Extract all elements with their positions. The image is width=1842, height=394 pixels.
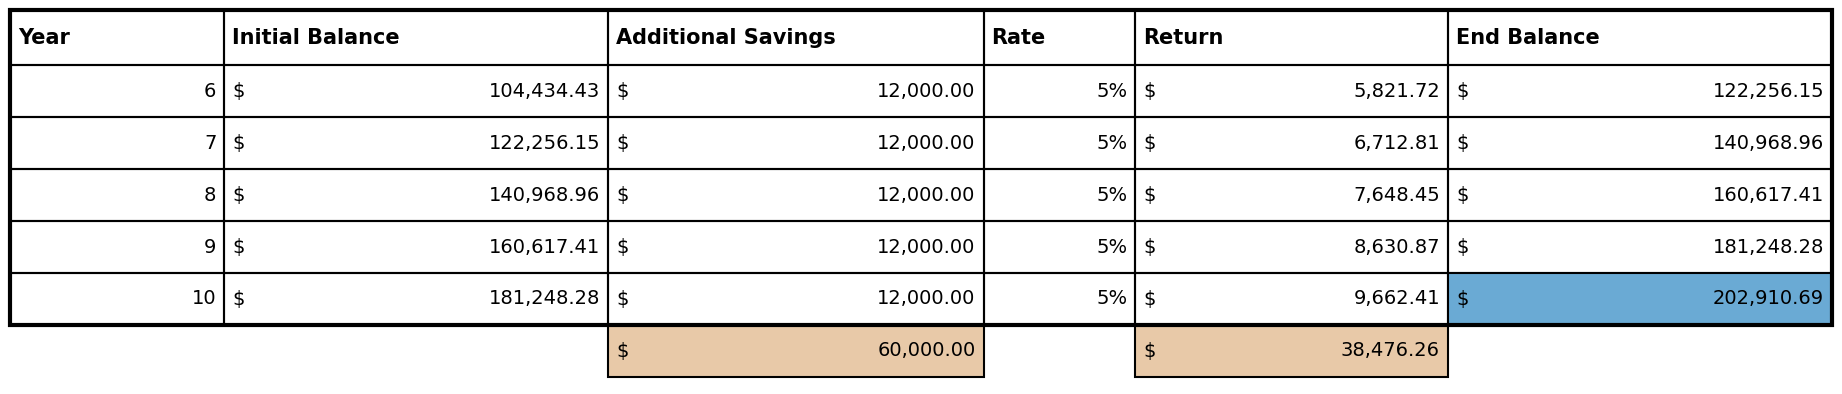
Bar — [1135, 65, 1448, 117]
Text: $: $ — [1144, 134, 1155, 152]
Text: 5%: 5% — [1096, 82, 1127, 100]
Bar — [225, 10, 608, 65]
Text: Initial Balance: Initial Balance — [232, 28, 400, 48]
Bar — [9, 10, 225, 65]
Text: $: $ — [617, 82, 628, 100]
Bar — [1448, 65, 1833, 117]
Bar — [1448, 273, 1833, 325]
Bar — [1135, 10, 1448, 65]
Text: 9,662.41: 9,662.41 — [1354, 290, 1440, 309]
Text: 140,968.96: 140,968.96 — [490, 186, 600, 204]
Text: 5,821.72: 5,821.72 — [1354, 82, 1440, 100]
Text: $: $ — [1144, 238, 1155, 256]
Text: 12,000.00: 12,000.00 — [877, 238, 976, 256]
Text: 7,648.45: 7,648.45 — [1354, 186, 1440, 204]
Bar — [1135, 325, 1448, 377]
Text: 12,000.00: 12,000.00 — [877, 134, 976, 152]
Text: $: $ — [1455, 134, 1468, 152]
Text: 104,434.43: 104,434.43 — [490, 82, 600, 100]
Text: $: $ — [232, 82, 245, 100]
Text: 7: 7 — [204, 134, 216, 152]
Text: 5%: 5% — [1096, 238, 1127, 256]
Bar — [608, 325, 984, 377]
Text: $: $ — [1144, 82, 1155, 100]
Bar — [225, 221, 608, 273]
Text: 122,256.15: 122,256.15 — [1713, 82, 1824, 100]
Text: 140,968.96: 140,968.96 — [1713, 134, 1824, 152]
Bar — [984, 117, 1135, 169]
Bar — [1135, 273, 1448, 325]
Text: 10: 10 — [192, 290, 216, 309]
Text: 12,000.00: 12,000.00 — [877, 290, 976, 309]
Bar — [984, 10, 1135, 65]
Text: 12,000.00: 12,000.00 — [877, 186, 976, 204]
Text: $: $ — [1144, 290, 1155, 309]
Text: 160,617.41: 160,617.41 — [490, 238, 600, 256]
Bar — [984, 169, 1135, 221]
Text: 122,256.15: 122,256.15 — [488, 134, 600, 152]
Bar — [225, 65, 608, 117]
Bar — [984, 65, 1135, 117]
Text: 12,000.00: 12,000.00 — [877, 82, 976, 100]
Bar — [608, 10, 984, 65]
Bar — [1448, 10, 1833, 65]
Text: 6,712.81: 6,712.81 — [1354, 134, 1440, 152]
Text: 181,248.28: 181,248.28 — [1713, 238, 1824, 256]
Bar — [9, 10, 1833, 325]
Text: Year: Year — [18, 28, 70, 48]
Bar — [9, 273, 225, 325]
Text: 160,617.41: 160,617.41 — [1713, 186, 1824, 204]
Text: $: $ — [617, 186, 628, 204]
Bar — [608, 221, 984, 273]
Bar — [608, 117, 984, 169]
Bar — [9, 117, 225, 169]
Bar — [1448, 169, 1833, 221]
Text: 5%: 5% — [1096, 134, 1127, 152]
Text: $: $ — [617, 342, 628, 361]
Text: End Balance: End Balance — [1455, 28, 1599, 48]
Bar — [225, 169, 608, 221]
Bar — [984, 221, 1135, 273]
Bar — [1135, 221, 1448, 273]
Text: $: $ — [232, 238, 245, 256]
Text: $: $ — [1455, 238, 1468, 256]
Bar — [9, 65, 225, 117]
Text: $: $ — [1144, 186, 1155, 204]
Text: $: $ — [617, 238, 628, 256]
Bar — [225, 117, 608, 169]
Text: $: $ — [1144, 342, 1155, 361]
Text: $: $ — [232, 290, 245, 309]
Bar — [1135, 117, 1448, 169]
Bar — [984, 273, 1135, 325]
Bar — [1448, 117, 1833, 169]
Bar — [9, 221, 225, 273]
Text: $: $ — [232, 134, 245, 152]
Text: 5%: 5% — [1096, 186, 1127, 204]
Text: 8: 8 — [204, 186, 216, 204]
Text: 202,910.69: 202,910.69 — [1713, 290, 1824, 309]
Text: 181,248.28: 181,248.28 — [488, 290, 600, 309]
Text: $: $ — [617, 134, 628, 152]
Bar — [1135, 169, 1448, 221]
Text: $: $ — [232, 186, 245, 204]
Text: $: $ — [1455, 82, 1468, 100]
Text: 60,000.00: 60,000.00 — [877, 342, 976, 361]
Text: 6: 6 — [204, 82, 216, 100]
Bar — [225, 273, 608, 325]
Text: Return: Return — [1144, 28, 1223, 48]
Text: 9: 9 — [204, 238, 216, 256]
Text: Rate: Rate — [991, 28, 1046, 48]
Text: $: $ — [1455, 290, 1468, 309]
Bar — [608, 169, 984, 221]
Text: 8,630.87: 8,630.87 — [1354, 238, 1440, 256]
Text: Additional Savings: Additional Savings — [617, 28, 836, 48]
Bar — [1448, 221, 1833, 273]
Text: $: $ — [617, 290, 628, 309]
Text: 38,476.26: 38,476.26 — [1341, 342, 1440, 361]
Bar — [608, 65, 984, 117]
Text: 5%: 5% — [1096, 290, 1127, 309]
Bar — [9, 169, 225, 221]
Bar — [608, 273, 984, 325]
Text: $: $ — [1455, 186, 1468, 204]
